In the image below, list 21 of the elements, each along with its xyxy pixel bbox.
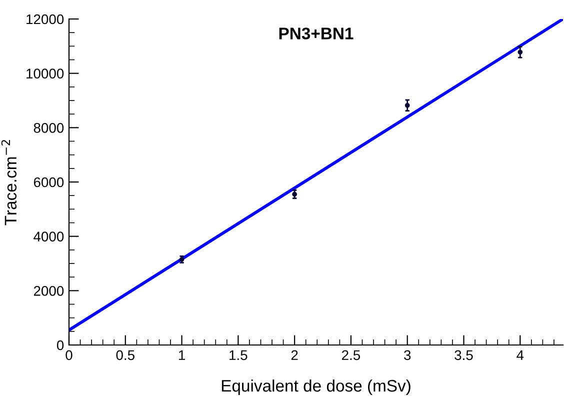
y-axis-title: Trace.cm$^{−2}$ bbox=[1, 140, 17, 226]
x-tick-label: 0 bbox=[66, 350, 72, 360]
x-tick-label: 4 bbox=[516, 350, 524, 360]
x-tick-label: 3.5 bbox=[454, 350, 473, 360]
y-tick-label: 10000 bbox=[26, 68, 64, 79]
x-tick-label: 3 bbox=[404, 350, 411, 360]
y-tick-label: 2000 bbox=[34, 286, 64, 296]
y-tick-label: 6000 bbox=[34, 177, 64, 188]
y-tick-label: 12000 bbox=[26, 14, 64, 24]
y-tick-label: 0 bbox=[56, 340, 64, 350]
x-axis-title: Equivalent de dose (mSv) bbox=[222, 379, 410, 396]
y-tick-label: 4000 bbox=[34, 232, 64, 242]
chart-title: PN3+BN1 bbox=[279, 28, 354, 40]
x-tick-label: 2.5 bbox=[342, 350, 360, 360]
point bbox=[518, 50, 523, 55]
x-tick-label: 0.5 bbox=[116, 350, 134, 360]
x-tick-label: 2 bbox=[291, 350, 298, 360]
x-tick-label: 1.5 bbox=[230, 350, 248, 360]
y-tick-label: 8000 bbox=[34, 123, 64, 133]
point bbox=[404, 102, 410, 108]
x-tick-label: 1 bbox=[178, 350, 185, 360]
